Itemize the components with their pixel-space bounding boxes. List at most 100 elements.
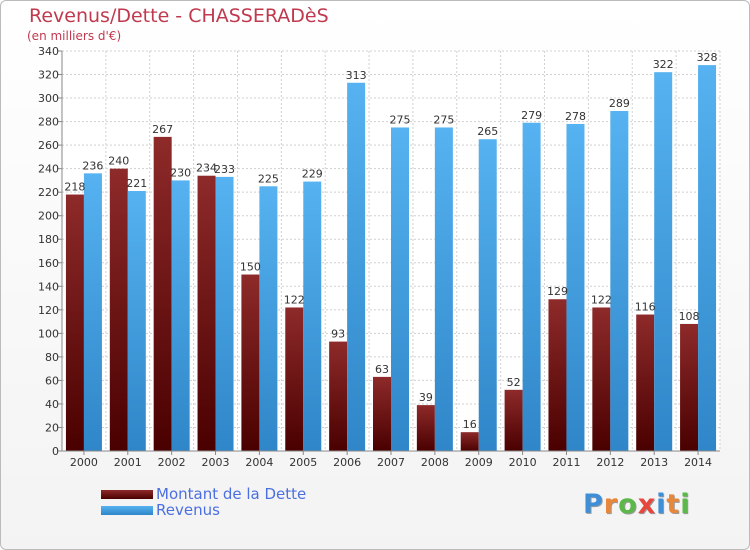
bar-dette (329, 341, 348, 451)
x-tick-label: 2009 (465, 456, 493, 469)
x-tick-label: 2007 (377, 456, 405, 469)
value-label-dette: 240 (108, 155, 129, 168)
bar-dette (153, 136, 172, 451)
value-label-dette: 129 (547, 285, 568, 298)
logo-letter: i (656, 489, 667, 520)
bar-revenus (127, 191, 146, 451)
y-tick-label: 200 (38, 210, 59, 223)
value-label-revenus: 233 (214, 163, 235, 176)
y-tick-label: 220 (38, 186, 59, 199)
y-tick-label: 320 (38, 69, 59, 82)
y-tick-label: 180 (38, 233, 59, 246)
legend-label-dette: Montant de la Dette (156, 485, 307, 503)
value-label-dette: 218 (64, 181, 85, 194)
logo-letter: r (603, 489, 619, 520)
bar-revenus (698, 65, 717, 451)
value-label-dette: 267 (152, 123, 173, 136)
bar-dette (548, 299, 567, 451)
x-tick-label: 2010 (509, 456, 537, 469)
bar-dette (460, 432, 479, 451)
value-label-revenus: 279 (521, 109, 542, 122)
value-label-dette: 116 (635, 301, 656, 314)
y-tick-label: 60 (45, 374, 59, 387)
bar-dette (504, 389, 523, 451)
bar-revenus (391, 127, 409, 452)
bar-dette (241, 274, 260, 451)
value-label-dette: 63 (375, 363, 389, 376)
bar-revenus (171, 180, 190, 452)
x-tick-label: 2003 (202, 456, 230, 469)
y-tick-label: 280 (38, 116, 59, 129)
x-tick-label: 2006 (333, 456, 361, 469)
x-tick-label: 2012 (596, 456, 624, 469)
logo-letter: P (583, 489, 604, 520)
value-label-dette: 108 (679, 310, 700, 323)
value-label-revenus: 275 (433, 113, 454, 126)
value-label-revenus: 289 (609, 97, 630, 110)
bar-revenus (478, 139, 497, 451)
x-tick-label: 2001 (114, 456, 142, 469)
value-label-dette: 150 (240, 261, 261, 274)
x-tick-label: 2005 (289, 456, 317, 469)
x-tick-label: 2008 (421, 456, 449, 469)
value-label-revenus: 313 (346, 69, 367, 82)
bar-dette (592, 307, 611, 451)
y-tick-label: 120 (38, 304, 59, 317)
bar-dette (285, 307, 304, 451)
value-label-revenus: 275 (390, 113, 411, 126)
value-label-revenus: 322 (653, 58, 674, 71)
y-tick-label: 240 (38, 163, 59, 176)
bar-revenus (215, 176, 234, 451)
y-tick-label: 300 (38, 92, 59, 105)
value-label-revenus: 278 (565, 110, 586, 123)
y-tick-label: 20 (45, 421, 59, 434)
y-tick-label: 340 (38, 45, 59, 58)
value-label-revenus: 221 (126, 177, 147, 190)
bar-dette (109, 168, 128, 451)
x-tick-label: 2013 (640, 456, 668, 469)
y-tick-label: 0 (52, 445, 59, 458)
value-label-dette: 39 (419, 391, 433, 404)
legend-swatch-dette (101, 490, 153, 499)
value-label-revenus: 225 (258, 172, 279, 185)
y-tick-label: 260 (38, 139, 59, 152)
value-label-dette: 16 (463, 418, 477, 431)
y-tick-label: 40 (45, 398, 59, 411)
x-tick-label: 2004 (245, 456, 273, 469)
value-label-revenus: 265 (477, 125, 498, 138)
bar-revenus (434, 127, 453, 452)
bar-revenus (347, 82, 366, 451)
bar-revenus (566, 123, 585, 452)
logo-letter: t (666, 489, 681, 520)
logo-letter: x (637, 489, 657, 520)
bar-dette (636, 314, 655, 451)
bar-dette (197, 175, 216, 452)
bar-dette (373, 376, 391, 451)
logo-letter: o (618, 489, 638, 520)
bar-dette (680, 323, 699, 451)
x-tick-label: 2002 (158, 456, 186, 469)
legend-swatch-revenus (101, 506, 153, 515)
y-tick-label: 80 (45, 351, 59, 364)
chart-subtitle: (en milliers d'€) (27, 29, 122, 43)
x-tick-label: 2000 (70, 456, 98, 469)
bar-dette (65, 194, 84, 451)
bar-revenus (522, 122, 541, 451)
value-label-revenus: 328 (697, 51, 718, 64)
legend-label-revenus: Revenus (156, 501, 220, 519)
proxiti-logo: Proxiti (583, 489, 691, 520)
value-label-dette: 52 (507, 376, 521, 389)
logo-letter: i (680, 489, 691, 520)
x-tick-label: 2011 (552, 456, 580, 469)
x-tick-label: 2014 (684, 456, 712, 469)
bar-revenus (83, 173, 102, 451)
value-label-revenus: 236 (82, 159, 103, 172)
y-tick-label: 160 (38, 257, 59, 270)
bar-dette (416, 405, 435, 451)
y-tick-label: 100 (38, 327, 59, 340)
bar-revenus (610, 111, 629, 451)
chart-title: Revenus/Dette - CHASSERADèS (29, 5, 329, 27)
bar-revenus (259, 186, 278, 451)
